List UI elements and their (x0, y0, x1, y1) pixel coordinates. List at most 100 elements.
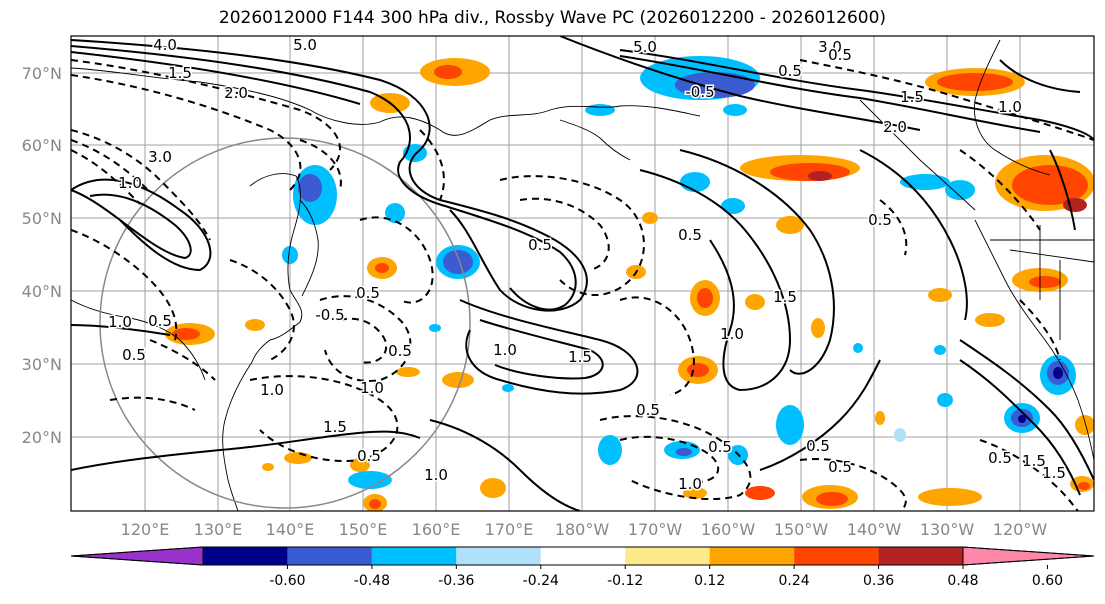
contour-label: 0.5 (828, 458, 852, 476)
contour-label: 1.5 (168, 64, 192, 82)
colorbar: -0.60 -0.48 -0.36 -0.24 -0.12 0.12 0.24 0.36 0.4… (70, 546, 1095, 589)
conv-patch (1018, 415, 1026, 423)
div-patch (937, 73, 1013, 91)
colorbar-tick-label: -0.60 (269, 573, 305, 589)
div-patch (442, 372, 474, 388)
conv-patch (776, 405, 804, 445)
conv-patch (853, 343, 863, 353)
div-patch (776, 216, 804, 234)
colorbar-tick-label: 0.36 (863, 573, 894, 589)
lat-label: 70°N (22, 64, 62, 83)
contour-label: 2.0 (224, 84, 248, 102)
contour-label: -0.5 (685, 83, 714, 101)
conv-patch (723, 104, 747, 116)
div-patch (1029, 276, 1061, 288)
lon-label: 180°W (555, 520, 610, 539)
conv-patch (598, 435, 622, 465)
latitude-labels: 70°N 60°N 50°N 40°N 30°N 20°N (22, 64, 62, 447)
div-patch (918, 488, 982, 506)
conv-patch (585, 104, 615, 116)
contour-label: 0.5 (122, 346, 146, 364)
contour-label: 1.0 (678, 475, 702, 493)
lat-label: 50°N (22, 209, 62, 228)
contour-label: 0.5 (356, 284, 380, 302)
lon-label: 170°W (628, 520, 683, 539)
conv-patch (680, 172, 710, 192)
contour-label: 1.0 (260, 381, 284, 399)
div-patch (1075, 415, 1094, 435)
contour-label: 1.0 (720, 325, 744, 343)
contour-label: 0.5 (988, 449, 1012, 467)
conv-patch (385, 203, 405, 223)
map-title: 2026012000 F144 300 hPa div., Rossby Wav… (218, 8, 887, 28)
colorbar-tick-label: -0.12 (607, 573, 643, 589)
contour-label: 0.5 (357, 447, 381, 465)
div-patch (1012, 165, 1088, 205)
conv-patch (348, 471, 392, 489)
div-patch (687, 363, 709, 377)
lon-label: 130°W (920, 520, 975, 539)
div-patch (642, 212, 658, 224)
contour-label: 1.0 (360, 379, 384, 397)
conv-patch (1053, 367, 1063, 379)
contour-label: 1.0 (118, 174, 142, 192)
lat-label: 20°N (22, 428, 62, 447)
contour-label: 1.0 (998, 98, 1022, 116)
contour-labels: 4.0 5.01.52.03.01.00.5-0.52.05.0 3.00.51.5… (107, 36, 1068, 495)
divergence-positive-patches (165, 58, 1094, 511)
div-patch (1063, 198, 1087, 212)
div-patch (811, 318, 825, 338)
contour-label: 0.5 (708, 438, 732, 456)
div-patch (928, 288, 952, 302)
lat-label: 60°N (22, 136, 62, 155)
contour-label: 5.0 (633, 38, 657, 56)
map-frame (70, 35, 1095, 512)
div-patch (434, 65, 462, 79)
region-circle (99, 137, 471, 509)
lon-label: 120°E (121, 520, 170, 539)
contour-label: 0.5 (528, 236, 552, 254)
lon-label: 130°E (194, 520, 243, 539)
colorbar-extend-high (962, 546, 1095, 566)
conv-patch (502, 384, 514, 392)
conv-patch (443, 250, 473, 274)
solid-contours (71, 36, 1094, 511)
contour-label: 0.5 (806, 437, 830, 455)
divergence-negative-patches (282, 56, 1076, 489)
contour-label: 1.0 (424, 466, 448, 484)
div-patch (480, 478, 506, 498)
contour-label: -0.5 (315, 306, 344, 324)
div-patch (262, 463, 274, 471)
contour-label: 1.5 (1042, 464, 1066, 482)
conv-patch (937, 393, 953, 407)
div-patch (745, 486, 775, 500)
contour-label: 0.5 (778, 62, 802, 80)
conv-patch (934, 345, 946, 355)
colorbar-bin (625, 547, 710, 565)
colorbar-outline (70, 546, 1095, 566)
conv-patch (900, 174, 950, 190)
colorbar-bin (371, 547, 457, 565)
colorbar-bin (878, 547, 963, 565)
contour-label: 0.5 (678, 226, 702, 244)
div-patch (808, 171, 832, 181)
conv-patch (676, 448, 692, 456)
conv-patch (282, 246, 298, 264)
div-patch (816, 492, 848, 506)
div-patch (745, 294, 765, 310)
contour-label: 0.5 (388, 342, 412, 360)
div-patch (172, 328, 200, 340)
contour-label: 2.0 (883, 118, 907, 136)
colorbar-tick-label: 0.12 (694, 573, 725, 589)
contour-label: 1.0 (493, 341, 517, 359)
contour-label: 0.5 (148, 312, 172, 330)
colorbar-bin (709, 547, 795, 565)
colorbar-tick-label: 0.60 (1032, 573, 1063, 589)
contour-label: 0.5 (868, 211, 892, 229)
longitude-labels: 120°E 130°E 140°E 150°E 160°E 170°E 180°W 170°W… (121, 520, 1048, 539)
conv-patch (945, 180, 975, 200)
lon-label: 140°W (847, 520, 902, 539)
conv-patch (721, 198, 745, 214)
colorbar-tick-label: -0.36 (438, 573, 474, 589)
